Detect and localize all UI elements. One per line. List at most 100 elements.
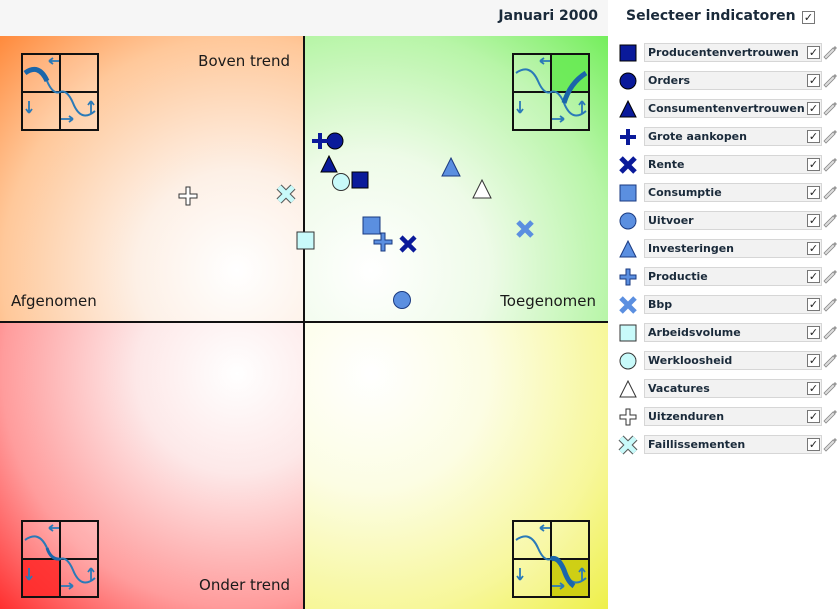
indicator-label-box[interactable]: Rente ✓ — [644, 155, 822, 174]
indicator-checkbox[interactable]: ✓ — [807, 158, 820, 171]
indicator-checkbox[interactable]: ✓ — [807, 410, 820, 423]
indicator-checkbox[interactable]: ✓ — [807, 74, 820, 87]
indicator-checkbox[interactable]: ✓ — [807, 354, 820, 367]
indicator-row[interactable]: Consumptie ✓ — [608, 178, 840, 206]
indicator-list: Producentenvertrouwen ✓ Orders ✓ Consumenten… — [608, 36, 840, 476]
indicator-plus-icon — [619, 408, 637, 426]
indicator-row[interactable]: Producentenvertrouwen ✓ — [608, 38, 840, 66]
indicator-label-box[interactable]: Productie ✓ — [644, 267, 822, 286]
indicator-row[interactable]: Orders ✓ — [608, 66, 840, 94]
marker-vacatures[interactable] — [472, 178, 492, 199]
indicator-checkbox[interactable]: ✓ — [807, 270, 820, 283]
marker-arbeidsvolume[interactable] — [296, 231, 315, 250]
indicator-label: Bbp — [648, 298, 673, 311]
marker-rente[interactable] — [399, 235, 417, 253]
pencil-icon[interactable] — [821, 407, 838, 424]
indicator-checkbox[interactable]: ✓ — [807, 46, 820, 59]
indicator-label-box[interactable]: Vacatures ✓ — [644, 379, 822, 398]
marker-investeringen[interactable] — [441, 156, 461, 177]
indicator-circle-icon — [619, 212, 637, 230]
pencil-icon[interactable] — [821, 239, 838, 256]
label-below-trend: Onder trend — [199, 576, 290, 594]
indicator-row[interactable]: Vacatures ✓ — [608, 374, 840, 402]
marker-uitzenduren[interactable] — [178, 186, 198, 206]
indicator-row[interactable]: Arbeidsvolume ✓ — [608, 318, 840, 346]
indicator-label-box[interactable]: Uitzenduren ✓ — [644, 407, 822, 426]
indicator-checkbox[interactable]: ✓ — [807, 214, 820, 227]
indicator-label: Uitvoer — [648, 214, 694, 227]
indicator-square-icon — [619, 44, 637, 62]
indicator-label-box[interactable]: Grote aankopen ✓ — [644, 127, 822, 146]
indicator-label: Vacatures — [648, 382, 710, 395]
indicator-label-box[interactable]: Werkloosheid ✓ — [644, 351, 822, 370]
indicator-circle-icon — [619, 352, 637, 370]
pencil-icon[interactable] — [821, 99, 838, 116]
marker-productie[interactable] — [373, 232, 393, 252]
indicator-circle-icon — [619, 72, 637, 90]
indicator-row[interactable]: Consumentenvertrouwen ✓ — [608, 94, 840, 122]
top-bar: Januari 2000 — [0, 0, 608, 36]
indicator-checkbox[interactable]: ✓ — [807, 102, 820, 115]
label-decreased: Afgenomen — [11, 292, 97, 310]
marker-uitvoer[interactable] — [393, 291, 411, 309]
indicator-panel-header: Selecteer indicatoren ✓ — [608, 0, 840, 36]
indicator-checkbox[interactable]: ✓ — [807, 382, 820, 395]
pencil-icon[interactable] — [821, 155, 838, 172]
indicator-label-box[interactable]: Producentenvertrouwen ✓ — [644, 43, 822, 62]
indicator-row[interactable]: Rente ✓ — [608, 150, 840, 178]
indicator-label: Arbeidsvolume — [648, 326, 741, 339]
business-cycle-icon-recovery — [512, 520, 590, 598]
indicator-checkbox[interactable]: ✓ — [807, 186, 820, 199]
indicator-row[interactable]: Bbp ✓ — [608, 290, 840, 318]
marker-faillissementen-shape[interactable] — [276, 184, 296, 204]
select-indicators-title: Selecteer indicatoren — [626, 8, 796, 24]
marker-consumentenvertrouwen[interactable] — [320, 154, 338, 173]
indicator-row[interactable]: Uitvoer ✓ — [608, 206, 840, 234]
marker-consumptie[interactable] — [362, 216, 381, 235]
indicator-label: Productie — [648, 270, 708, 283]
indicator-checkbox[interactable]: ✓ — [807, 298, 820, 311]
marker-producentenvertrouwen[interactable] — [351, 171, 369, 189]
marker-bbp[interactable] — [516, 220, 534, 238]
pencil-icon[interactable] — [821, 43, 838, 60]
pencil-icon[interactable] — [821, 379, 838, 396]
indicator-label-box[interactable]: Investeringen ✓ — [644, 239, 822, 258]
indicator-label-box[interactable]: Consumptie ✓ — [644, 183, 822, 202]
pencil-icon[interactable] — [821, 351, 838, 368]
pencil-icon[interactable] — [821, 435, 838, 452]
pencil-icon[interactable] — [821, 211, 838, 228]
select-all-checkbox[interactable]: ✓ — [802, 11, 815, 24]
indicator-label-box[interactable]: Faillissementen ✓ — [644, 435, 822, 454]
label-above-trend: Boven trend — [198, 52, 290, 70]
indicator-label: Consumentenvertrouwen — [648, 102, 805, 115]
indicator-square-icon — [619, 324, 637, 342]
indicator-row[interactable]: Uitzenduren ✓ — [608, 402, 840, 430]
marker-grote-aankopen[interactable] — [312, 133, 328, 149]
indicator-label-box[interactable]: Arbeidsvolume ✓ — [644, 323, 822, 342]
pencil-icon[interactable] — [821, 323, 838, 340]
indicator-checkbox[interactable]: ✓ — [807, 242, 820, 255]
indicator-checkbox[interactable]: ✓ — [807, 130, 820, 143]
indicator-row[interactable]: Werkloosheid ✓ — [608, 346, 840, 374]
indicator-label-box[interactable]: Orders ✓ — [644, 71, 822, 90]
indicator-checkbox[interactable]: ✓ — [807, 438, 820, 451]
pencil-icon[interactable] — [821, 267, 838, 284]
indicator-label-box[interactable]: Bbp ✓ — [644, 295, 822, 314]
indicator-row[interactable]: Faillissementen ✓ — [608, 430, 840, 458]
indicator-checkbox[interactable]: ✓ — [807, 326, 820, 339]
indicator-row[interactable]: Investeringen ✓ — [608, 234, 840, 262]
pencil-icon[interactable] — [821, 71, 838, 88]
indicator-label-box[interactable]: Consumentenvertrouwen ✓ — [644, 99, 822, 118]
indicator-row[interactable]: Grote aankopen ✓ — [608, 122, 840, 150]
marker-werkloosheid[interactable] — [332, 173, 350, 191]
pencil-icon[interactable] — [821, 127, 838, 144]
pencil-icon[interactable] — [821, 295, 838, 312]
indicator-row[interactable]: Productie ✓ — [608, 262, 840, 290]
indicator-label: Uitzenduren — [648, 410, 725, 423]
pencil-icon[interactable] — [821, 183, 838, 200]
indicator-label-box[interactable]: Uitvoer ✓ — [644, 211, 822, 230]
indicator-square-icon — [619, 184, 637, 202]
marker-orders[interactable] — [326, 132, 344, 150]
business-cycle-icon-boom — [21, 53, 99, 131]
